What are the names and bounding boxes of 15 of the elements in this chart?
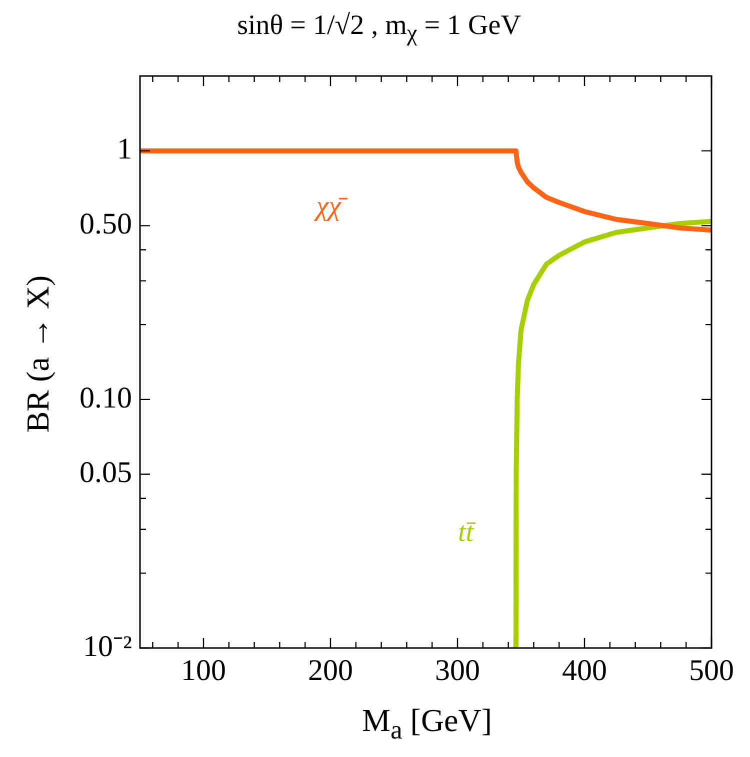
y-tick-label: 10⁻² (83, 630, 132, 663)
y-tick-label: 0.10 (80, 381, 132, 414)
x-tick-label: 400 (562, 654, 607, 687)
series-label: tt̄ (458, 516, 476, 548)
x-tick-label: 500 (689, 654, 734, 687)
x-tick-label: 300 (435, 654, 480, 687)
chart-title: sinθ = 1/√2 , m$_{χ}$ = 1 GeV (236, 10, 522, 48)
y-tick-label: 1 (117, 132, 132, 166)
x-tick-label: 200 (308, 654, 353, 687)
y-axis-title: BR (a → X) (20, 275, 56, 433)
y-tick-label: 0.50 (80, 208, 132, 241)
x-tick-label: 100 (181, 654, 226, 687)
x-axis-title: M$_{a}$ [GeV] (360, 702, 494, 746)
series-label: χχ̄ (313, 190, 348, 222)
y-tick-label: 0.05 (80, 456, 132, 490)
